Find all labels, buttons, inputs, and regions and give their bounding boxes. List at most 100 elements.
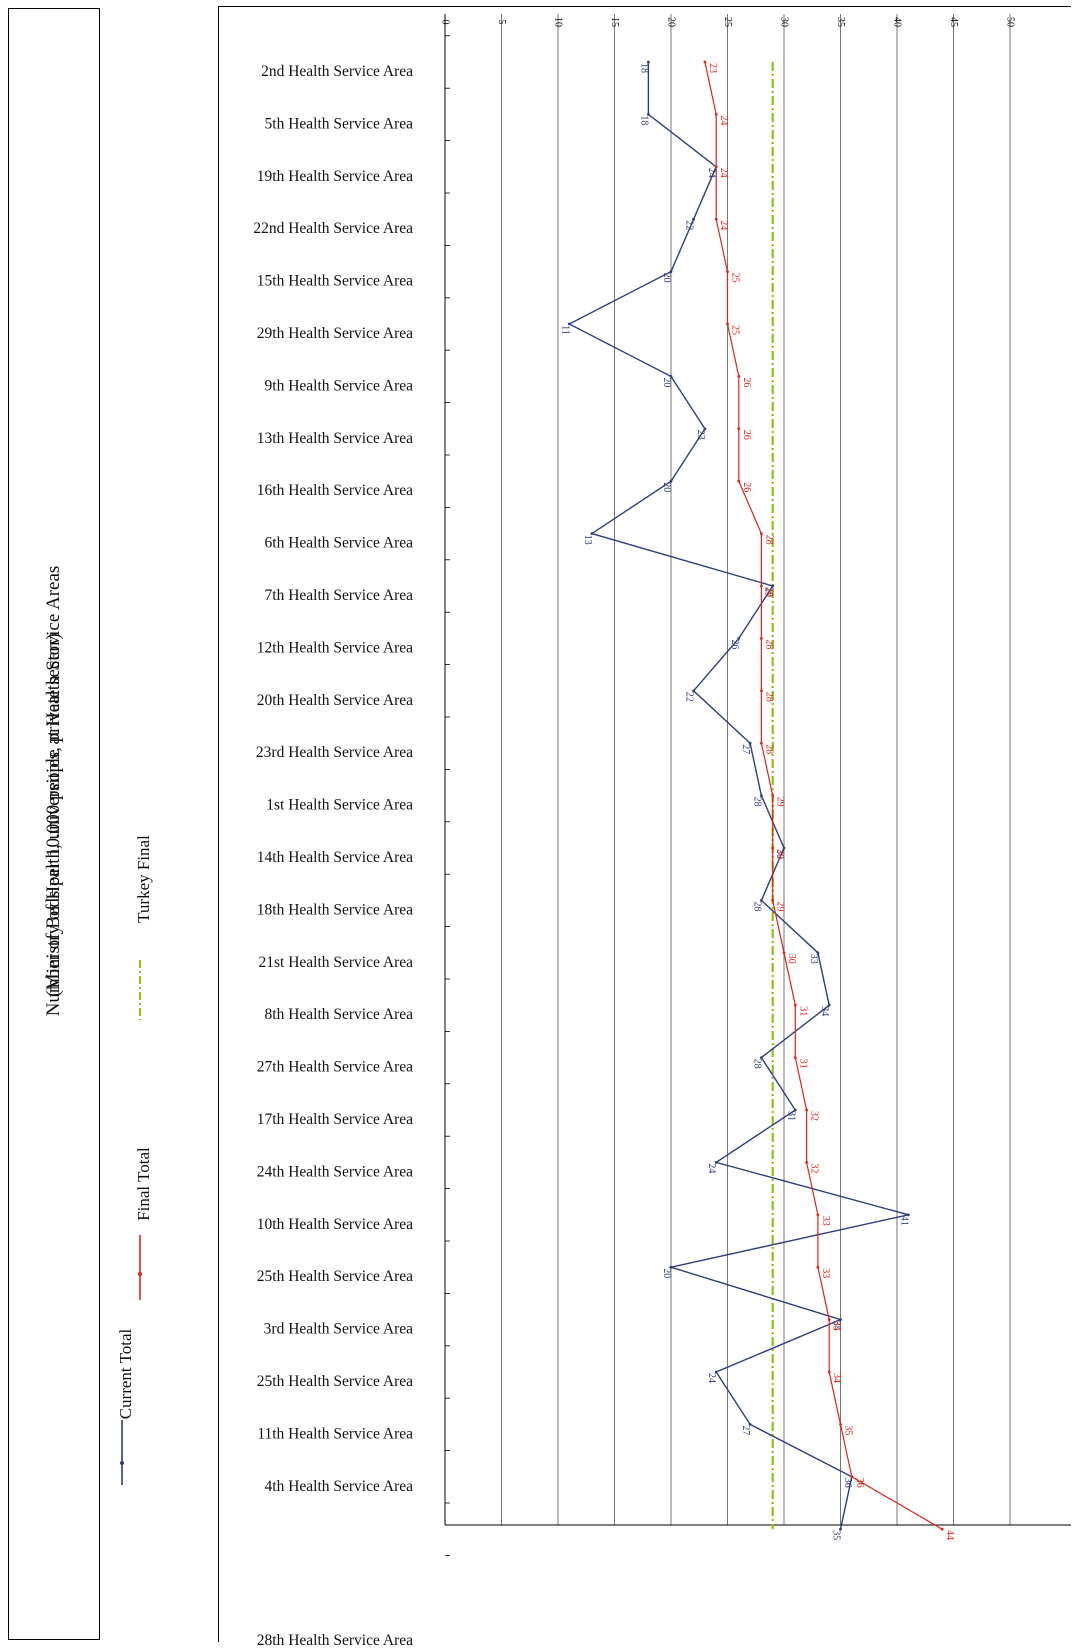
category-label: 3rd Health Service Area [264, 1321, 413, 1338]
category-label: 25th Health Service Area [257, 1268, 413, 1285]
final-total-label: 44 [944, 1530, 955, 1540]
final-total-point [793, 1056, 797, 1059]
final-total-label: 26 [741, 377, 752, 387]
current-total-point [669, 375, 673, 378]
final-total-label: 35 [843, 1425, 854, 1435]
current-total-label: 26 [729, 639, 740, 649]
current-total-point [816, 951, 820, 955]
final-total-point [940, 1527, 944, 1531]
current-total-label: 23 [695, 430, 706, 440]
category-label: 29th Health Service Area [257, 325, 413, 342]
final-total-point [793, 1003, 797, 1007]
final-total-label: 31 [797, 1006, 808, 1016]
value-tick-label: 5 [496, 20, 507, 25]
final-total-point [760, 741, 763, 745]
current-total-label: 28 [751, 797, 762, 807]
final-total-point [737, 427, 741, 431]
final-total-label: 34 [831, 1373, 842, 1383]
category-label: 20th Health Service Area [257, 692, 413, 709]
current-total-label: 24 [706, 1373, 717, 1383]
value-tick-label: 0 [440, 20, 451, 25]
final-total-point [726, 270, 729, 273]
current-total-point [714, 1161, 718, 1164]
category-label: 11th Health Service Area [257, 1425, 413, 1442]
final-total-point [760, 689, 763, 693]
current-total-label: 18 [638, 115, 649, 125]
value-tick-label: 30 [779, 17, 790, 27]
value-tick-label: 10 [553, 17, 564, 27]
current-total-point [669, 270, 673, 273]
category-label: 8th Health Service Area [265, 1006, 414, 1023]
current-total-label: 18 [638, 63, 649, 73]
category-label-extra: 28th Health Service Area [257, 1632, 413, 1649]
category-label: 17th Health Service Area [257, 1111, 413, 1128]
category-label: 9th Health Service Area [265, 377, 414, 394]
value-tick-label: 35 [835, 17, 846, 27]
legend-svg [120, 960, 142, 1485]
current-total-point [647, 113, 650, 116]
final-total-point [726, 322, 729, 326]
final-total-label: 36 [854, 1478, 865, 1488]
current-total-label: 22 [684, 220, 695, 230]
final-total-label: 23 [707, 63, 718, 73]
final-total-point [839, 1423, 842, 1426]
final-total-label: 32 [809, 1163, 820, 1173]
category-label: 23rd Health Service Area [256, 744, 413, 761]
current-total-point [760, 899, 763, 902]
current-total-label: 27 [740, 1425, 751, 1435]
final-total-label: 34 [831, 1321, 842, 1331]
category-label: 18th Health Service Area [257, 901, 413, 918]
final-total-point [782, 951, 786, 955]
final-total-label: 28 [763, 639, 774, 649]
current-total-label: 36 [842, 1478, 853, 1488]
category-label: 12th Health Service Area [257, 639, 413, 656]
category-label: 2nd Health Service Area [261, 63, 413, 80]
final-total-label: 33 [820, 1268, 831, 1278]
value-tick-label: 40 [892, 17, 903, 27]
value-tick-label: 45 [948, 17, 959, 27]
current-total-point [647, 60, 650, 64]
final-total-point [760, 637, 763, 640]
final-total-label: 26 [741, 430, 752, 440]
category-label: 10th Health Service Area [257, 1216, 413, 1233]
current-total-point [714, 1370, 718, 1374]
category-label: 21st Health Service Area [258, 954, 413, 971]
category-label: 4th Health Service Area [265, 1478, 414, 1495]
current-total-label: 20 [661, 482, 672, 492]
category-label: 5th Health Service Area [265, 115, 414, 132]
final-total-point [816, 1213, 820, 1217]
title-panel: Number of Beds per 10.000 people at Heal… [8, 8, 100, 1640]
final-total-label: 24 [718, 220, 729, 230]
final-total-label: 32 [809, 1111, 820, 1121]
final-total-point [805, 1108, 808, 1112]
category-label: 19th Health Service Area [257, 168, 413, 185]
final-total-label: 29 [775, 797, 786, 807]
current-total-point [669, 479, 673, 483]
current-total-label: 34 [819, 1006, 830, 1016]
current-total-point [839, 1318, 842, 1321]
current-total-label: 20 [661, 1268, 672, 1278]
final-total-point [816, 1265, 820, 1269]
final-total-point [760, 532, 763, 535]
category-label: 16th Health Service Area [257, 482, 413, 499]
final-total-label: 25 [730, 325, 741, 335]
category-label: 1st Health Service Area [266, 797, 413, 814]
current-total-point [748, 1423, 752, 1426]
value-tick-label: 20 [666, 17, 677, 27]
category-label: 6th Health Service Area [265, 535, 414, 552]
current-total-point [827, 1003, 831, 1007]
legend-current-marker [120, 1461, 124, 1465]
current-total-point [737, 637, 741, 640]
current-total-label: 27 [740, 744, 751, 754]
current-total-point [703, 427, 707, 431]
current-total-point [692, 689, 695, 693]
current-total-label: 33 [808, 954, 819, 964]
data-labels: 18 18 24 22 20 11 20 23 20 13 29 26 22 27 28 30 28 33 34 28… [559, 63, 955, 1540]
current-total-label: 13 [582, 535, 593, 545]
current-total-point [760, 1056, 763, 1059]
final-total-label: 26 [741, 482, 752, 492]
final-total-point [771, 899, 775, 902]
category-label: 27th Health Service Area [257, 1059, 413, 1076]
current-total-point [567, 322, 571, 326]
